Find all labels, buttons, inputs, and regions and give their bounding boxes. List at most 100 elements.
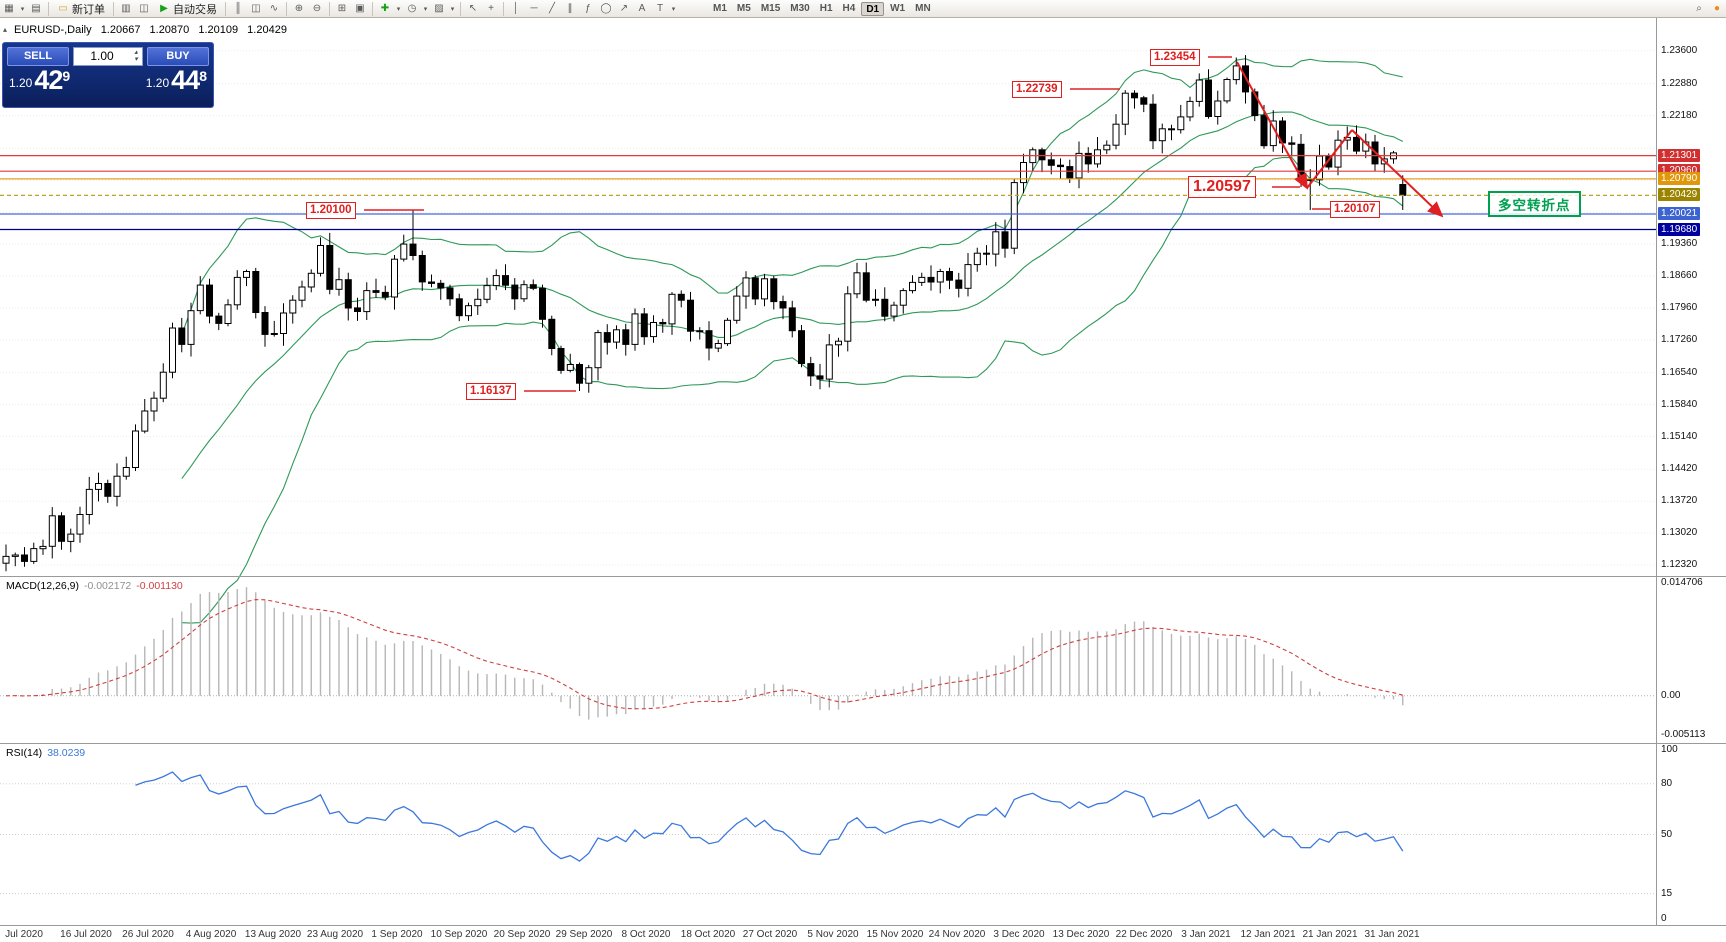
date-label: 12 Jan 2021 <box>1240 929 1296 940</box>
timeframe-m30[interactable]: M30 <box>790 2 810 14</box>
volume-input[interactable]: 1.00 ▴ ▾ <box>73 46 143 66</box>
cursor-icon[interactable]: ↖ <box>468 3 478 14</box>
volume-down-icon[interactable]: ▾ <box>134 56 138 63</box>
trade-panel-toggle-icon[interactable]: ▴ <box>3 25 8 34</box>
data-window-icon[interactable]: ◫ <box>139 3 149 14</box>
toolbar-separator <box>225 1 226 16</box>
price-callout[interactable]: 1.16137 <box>466 383 516 400</box>
text-icon[interactable]: A <box>638 3 646 14</box>
close-value: 1.20429 <box>247 24 287 36</box>
price-callout[interactable]: 1.20100 <box>306 202 356 219</box>
trendline-icon[interactable]: ╱ <box>548 3 556 14</box>
periods-icon[interactable]: ◷ <box>407 3 417 14</box>
toolbar-gap <box>678 8 708 9</box>
templates-icon[interactable]: ▨ <box>434 3 444 14</box>
buy-price-point: 8 <box>199 68 207 84</box>
candlesticks[interactable] <box>2 55 1407 572</box>
timeframe-d1[interactable]: D1 <box>861 1 885 16</box>
date-label: 3 Dec 2020 <box>993 929 1045 940</box>
price-axis-label: 1.23600 <box>1661 45 1698 56</box>
new-order-button-label: 新订单 <box>72 3 105 16</box>
periods-dropdown-icon[interactable]: ▾ <box>423 5 428 13</box>
search-icon[interactable]: ⌕ <box>1696 3 1702 14</box>
date-label: 13 Dec 2020 <box>1052 929 1110 940</box>
community-icon[interactable]: ● <box>1713 3 1721 14</box>
rsi-indicator <box>0 771 1656 895</box>
toolbar: ▦ ▾ ▤ ▭ 新订单 ▥ ◫ ▶ 自动交易 ║ ◫ ∿ ⊕ ⊖ ⊞ ▣ ✚ ▾ ◷ ▾ ▨ ▾ ↖ + │ ─ ╱ ∥ ƒ ◯ ↗ A T ▾ M… <box>0 0 1726 18</box>
timeframe-h1[interactable]: H1 <box>819 2 833 14</box>
new-order-icon: ▭ <box>58 3 68 14</box>
timeframe-h4[interactable]: H4 <box>842 2 856 14</box>
rsi-label: RSI(14) 38.0239 <box>6 747 90 759</box>
channel-icon[interactable]: ∥ <box>567 3 573 14</box>
price-callout[interactable]: 1.20597 <box>1188 176 1256 198</box>
date-label: 13 Aug 2020 <box>244 929 302 940</box>
arrows-icon[interactable]: ↗ <box>619 3 629 14</box>
horizontal-line-icon[interactable]: ─ <box>530 3 538 14</box>
horizontal-level-lines[interactable] <box>0 155 1656 231</box>
timeframe-m1[interactable]: M1 <box>713 2 727 14</box>
objects-dropdown-icon[interactable]: ▾ <box>671 5 676 13</box>
volume-stepper[interactable]: ▴ ▾ <box>130 49 142 63</box>
macd-indicator <box>0 587 1656 720</box>
macd-axis-label: -0.005113 <box>1661 729 1706 740</box>
red-annotation-arrows[interactable] <box>364 56 1444 392</box>
toolbar-separator <box>286 1 287 16</box>
cascade-windows-icon[interactable]: ▣ <box>355 3 365 14</box>
sell-price-point: 9 <box>62 68 71 84</box>
volume-value[interactable]: 1.00 <box>90 49 114 63</box>
date-label: 10 Sep 2020 <box>430 929 488 940</box>
price-axis-badge: 1.19680 <box>1658 223 1701 236</box>
date-label: 18 Oct 2020 <box>680 929 736 940</box>
price-callout[interactable]: 1.20107 <box>1330 201 1380 218</box>
text-label-icon[interactable]: T <box>656 3 664 14</box>
templates-dropdown-icon[interactable]: ▾ <box>450 5 455 13</box>
new-chart-icon[interactable]: ▦ <box>4 3 14 14</box>
vertical-line-icon[interactable]: │ <box>512 3 520 14</box>
line-chart-icon[interactable]: ∿ <box>269 3 279 14</box>
bull-bear-turning-point-note[interactable]: 多空转折点 <box>1488 191 1581 217</box>
date-label: Jul 2020 <box>5 929 43 940</box>
autotrading-button[interactable]: ▶ 自动交易 <box>153 1 222 17</box>
candlestick-chart-icon[interactable]: ◫ <box>251 3 261 14</box>
macd-axis-label: 0.014706 <box>1661 577 1703 588</box>
timeframe-m5[interactable]: M5 <box>736 2 751 14</box>
symbol-period-label: EURUSD-,Daily <box>14 24 92 36</box>
sell-button[interactable]: SELL <box>7 46 69 66</box>
panel-separators <box>0 18 1726 926</box>
new-order-button[interactable]: ▭ 新订单 <box>52 1 110 17</box>
chart-dropdown-icon[interactable]: ▾ <box>20 5 25 13</box>
buy-button[interactable]: BUY <box>147 46 209 66</box>
zoom-in-icon[interactable]: ⊕ <box>294 3 304 14</box>
shapes-icon[interactable]: ◯ <box>600 3 612 14</box>
autotrading-icon: ▶ <box>160 3 168 14</box>
price-axis-label: 1.13020 <box>1661 527 1698 538</box>
zoom-out-icon[interactable]: ⊖ <box>312 3 322 14</box>
toolbar-separator <box>503 1 504 16</box>
price-axis-badge: 1.20790 <box>1658 172 1701 185</box>
market-watch-icon[interactable]: ▥ <box>121 3 131 14</box>
volume-up-icon[interactable]: ▴ <box>134 49 138 56</box>
indicators-dropdown-icon[interactable]: ▾ <box>396 5 401 13</box>
price-callout[interactable]: 1.22739 <box>1012 81 1062 98</box>
indicators-icon[interactable]: ✚ <box>380 3 390 14</box>
sell-price-pips: 42 <box>34 65 63 95</box>
price-axis-badge: 1.20429 <box>1658 188 1701 201</box>
crosshair-icon[interactable]: + <box>488 3 494 14</box>
bar-chart-icon[interactable]: ║ <box>234 3 242 14</box>
rsi-axis-label: 0 <box>1661 913 1667 924</box>
price-callout[interactable]: 1.23454 <box>1150 49 1200 66</box>
date-label: 26 Jul 2020 <box>122 929 174 940</box>
date-label: 24 Nov 2020 <box>928 929 986 940</box>
macd-main-value: -0.002172 <box>83 580 132 592</box>
timeframe-m15[interactable]: M15 <box>760 2 781 14</box>
tile-windows-icon[interactable]: ⊞ <box>337 3 347 14</box>
timeframe-w1[interactable]: W1 <box>890 2 906 14</box>
timeframe-mn[interactable]: MN <box>915 2 931 14</box>
sell-price: 1.20 42 9 <box>9 65 71 95</box>
fibonacci-icon[interactable]: ƒ <box>585 3 591 14</box>
profiles-icon[interactable]: ▤ <box>31 3 41 14</box>
rsi-axis-label: 50 <box>1661 829 1673 840</box>
